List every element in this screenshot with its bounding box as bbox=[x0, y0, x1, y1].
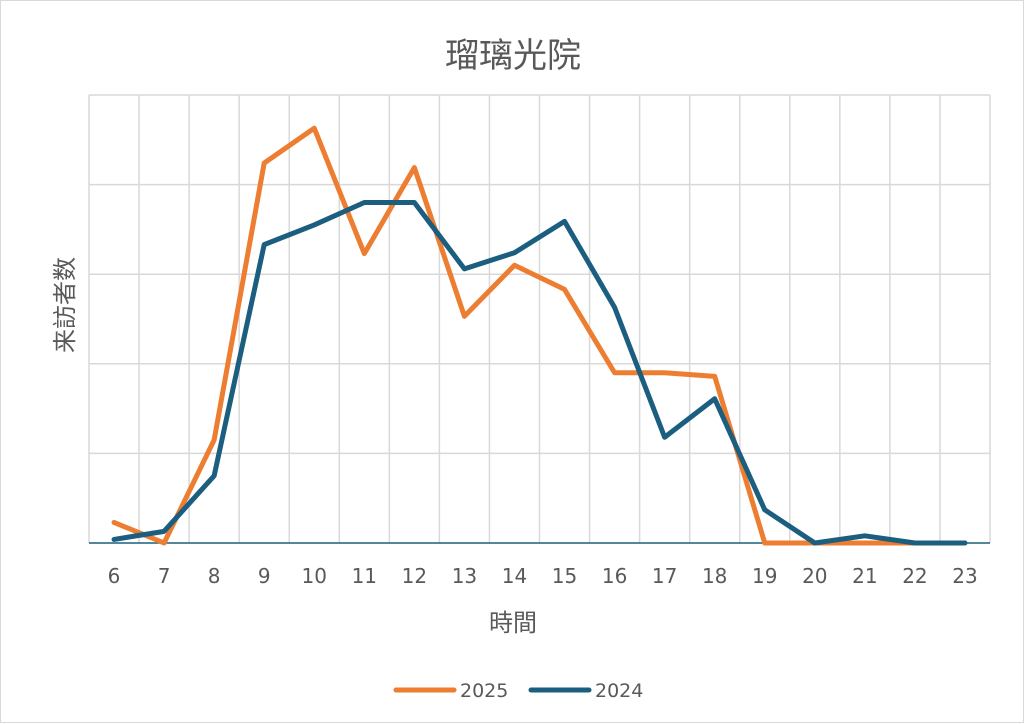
x-tick-label: 20 bbox=[802, 564, 827, 588]
gridlines bbox=[89, 95, 990, 543]
x-tick-label: 19 bbox=[752, 564, 777, 588]
x-tick-label: 8 bbox=[208, 564, 221, 588]
x-tick-label: 18 bbox=[702, 564, 727, 588]
x-tick-label: 7 bbox=[158, 564, 171, 588]
chart-title: 瑠璃光院 bbox=[445, 36, 581, 76]
x-tick-label: 11 bbox=[352, 564, 377, 588]
x-tick-label: 21 bbox=[852, 564, 877, 588]
x-tick-label: 22 bbox=[902, 564, 927, 588]
legend: 2025 2024 bbox=[396, 680, 643, 702]
x-tick-label: 10 bbox=[302, 564, 327, 588]
x-tick-labels: 6 7 8 9 10 11 12 13 14 15 16 17 18 19 20 21 22 23 bbox=[108, 564, 978, 588]
x-axis-label: 時間 bbox=[489, 609, 537, 637]
x-tick-label: 12 bbox=[402, 564, 427, 588]
x-tick-label: 14 bbox=[502, 564, 527, 588]
x-tick-label: 23 bbox=[952, 564, 977, 588]
legend-label-2025: 2025 bbox=[460, 680, 508, 702]
x-tick-label: 15 bbox=[552, 564, 577, 588]
x-tick-label: 13 bbox=[452, 564, 477, 588]
x-tick-label: 9 bbox=[258, 564, 271, 588]
x-tick-label: 16 bbox=[602, 564, 627, 588]
y-axis-label: 来訪者数 bbox=[51, 257, 79, 353]
x-tick-label: 6 bbox=[108, 564, 121, 588]
legend-label-2024: 2024 bbox=[595, 680, 643, 702]
x-tick-label: 17 bbox=[652, 564, 677, 588]
